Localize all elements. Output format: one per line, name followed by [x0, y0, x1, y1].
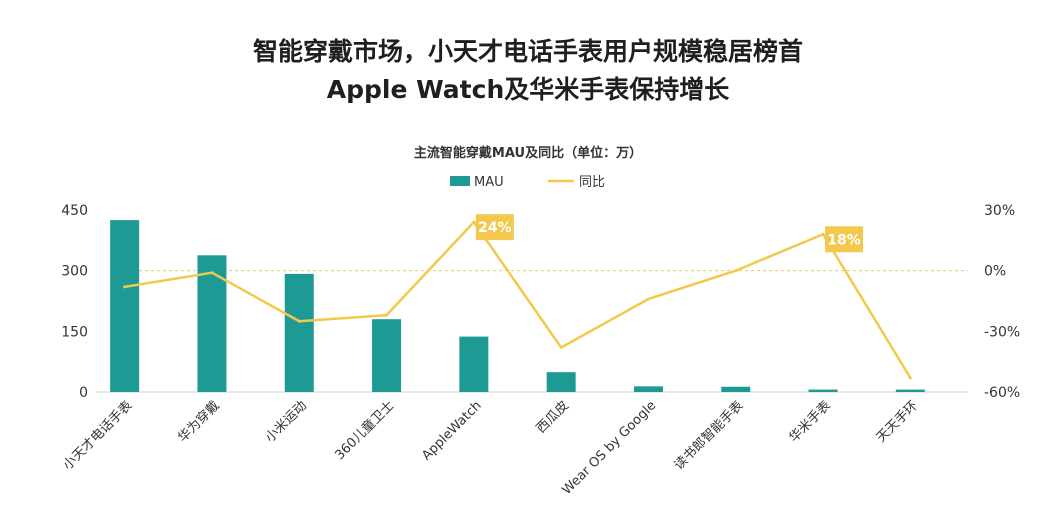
point-yoy	[123, 285, 127, 289]
bar-mau	[372, 319, 402, 392]
category-tick-label: 360儿童卫士	[332, 398, 398, 464]
category-tick-label: 华为穿戴	[175, 398, 223, 446]
legend-label-mau: MAU	[474, 175, 504, 190]
point-yoy	[472, 220, 476, 224]
annotation-box	[475, 214, 514, 241]
point-yoy	[385, 313, 389, 317]
point-yoy	[297, 319, 301, 323]
category-tick-label: 华米手表	[786, 398, 833, 445]
right-axis-tick-label: 0%	[984, 264, 1006, 280]
bar-mau	[895, 389, 925, 392]
point-yoy	[210, 271, 214, 275]
headline-line-1: 智能穿戴市场，小天才电话手表用户规模稳居榜首	[252, 37, 803, 66]
bar-mau	[721, 386, 751, 392]
right-axis-tick-label: -60%	[984, 385, 1020, 401]
category-tick-label: 小天才电话手表	[61, 398, 136, 473]
annotation-label: 18%	[827, 232, 861, 248]
category-tick-label: Wear OS by Google	[560, 398, 660, 498]
bar-mau	[633, 386, 663, 392]
bar-mau	[284, 273, 314, 392]
category-tick-label: 西瓜皮	[534, 398, 572, 436]
line-yoy	[124, 220, 912, 379]
right-axis-tick-label: -30%	[984, 324, 1020, 340]
legend-label-yoy: 同比	[579, 175, 605, 190]
chart-title: 主流智能穿戴MAU及同比（单位：万）	[413, 146, 643, 161]
point-yoy	[734, 269, 738, 273]
bar-mau	[197, 255, 227, 392]
left-axis-tick-label: 450	[61, 203, 88, 219]
category-tick-label: 读书郎智能手表	[672, 398, 747, 473]
category-tick-label: 天天手环	[874, 398, 921, 445]
point-yoy	[908, 376, 912, 380]
right-axis-tick-label: 30%	[984, 203, 1015, 219]
annotation-box	[825, 226, 864, 253]
legend-swatch-mau	[450, 176, 470, 186]
left-axis-tick-label: 300	[61, 264, 88, 280]
annotation-label: 24%	[478, 220, 512, 236]
bar-mau	[110, 220, 140, 392]
point-yoy	[821, 232, 825, 236]
bar-mau	[546, 372, 576, 392]
category-tick-label: 小米运动	[263, 398, 310, 445]
left-axis-tick-label: 0	[79, 385, 88, 401]
left-axis-tick-label: 150	[61, 324, 88, 340]
category-tick-label: AppleWatch	[419, 398, 484, 463]
headline-line-2: Apple Watch及华米手表保持增长	[326, 75, 730, 104]
point-yoy	[646, 297, 650, 301]
bar-mau	[459, 336, 489, 392]
bar-mau	[808, 389, 838, 392]
point-yoy	[559, 346, 563, 350]
